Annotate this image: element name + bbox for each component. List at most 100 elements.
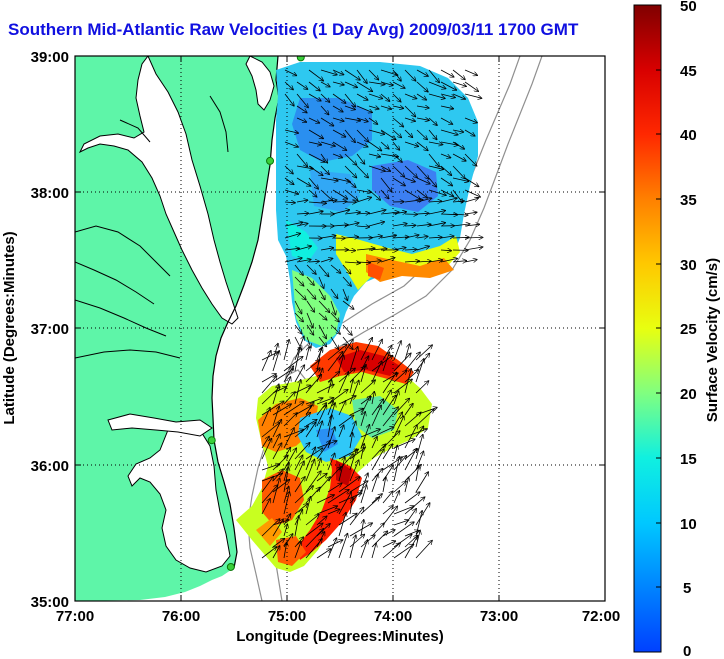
velocity-vector [316,398,334,405]
velocity-vector [344,69,360,80]
velocity-vectors [261,69,483,559]
velocity-vector [284,258,302,263]
velocity-vector [320,69,337,75]
velocity-vector [296,153,307,166]
velocity-vector [305,529,323,548]
velocity-vector [440,81,456,90]
velocity-vector [356,81,372,91]
velocity-vector [296,105,307,113]
velocity-vector [404,235,419,239]
velocity-vector [404,200,423,202]
velocity-vector [416,213,429,214]
velocity-vector [464,129,475,136]
velocity-vector [440,117,452,124]
velocity-vector [392,165,404,177]
velocity-vector [415,541,432,559]
velocity-vector [308,117,319,123]
velocity-vector [344,262,360,263]
velocity-vector [284,129,298,133]
velocity-vector [393,412,402,427]
velocity-vector [380,129,396,139]
x-tick-label: 77:00 [56,608,94,625]
velocity-vector [416,261,431,262]
velocity-vector [344,81,357,87]
velocity-vector [440,141,458,145]
velocity-vector [272,443,282,460]
velocity-vector [296,200,308,202]
velocity-vector [356,117,368,122]
velocity-vector [392,212,406,214]
velocity-vector [464,177,479,187]
velocity-vector [404,477,409,493]
velocity-vector [308,165,323,175]
velocity-vector [464,153,477,166]
velocity-vector [415,345,432,361]
velocity-vector [294,455,303,471]
velocity-vector [452,130,463,132]
velocity-vector [392,248,406,250]
velocity-vector [320,105,329,115]
y-tick-label: 37:00 [31,321,69,338]
velocity-vector [305,471,321,493]
velocity-vector [316,421,322,438]
velocity-vector [368,249,387,250]
colorbar-tick-label: 40 [680,127,697,144]
colorbar-tick-label: 10 [680,516,697,533]
velocity-vector [452,165,465,179]
velocity-vector [392,224,407,226]
velocity-vector [415,466,419,482]
velocity-vector [404,449,416,471]
velocity-vector [327,538,337,559]
velocity-vector [284,234,300,239]
colorbar-tick-label: 15 [680,451,697,468]
velocity-vector [308,129,323,139]
velocity-vector [330,312,339,322]
velocity-vector [316,474,327,482]
velocity-vector [428,177,436,187]
velocity-vector [272,384,279,405]
velocity-vector [415,359,424,383]
rivers [75,95,229,359]
velocity-vector [360,365,366,383]
velocity-vector [272,519,283,537]
velocity-vector [360,380,375,394]
velocity-vector [349,381,359,405]
velocity-vector [308,153,325,162]
velocity-vector [404,261,419,262]
velocity-vector [416,93,426,100]
x-tick-label: 75:00 [268,608,306,625]
velocity-vector [368,82,385,85]
velocity-vector [284,141,298,147]
velocity-vector [404,93,417,99]
velocity-vector [327,453,335,471]
velocity-vector [440,259,457,263]
velocity-vector [342,264,351,274]
velocity-vector [272,406,279,427]
velocity-vector [452,224,470,226]
velocity-vector [382,395,396,416]
velocity-vector [404,129,413,137]
velocity-vector [368,93,382,99]
velocity-vector [338,492,351,515]
velocity-vector [393,341,401,361]
velocity-vector [440,236,454,238]
velocity-vector [283,492,289,515]
velocity-vector [294,542,301,559]
velocity-vector [356,153,365,164]
velocity-vector [360,444,364,460]
velocity-vector [318,300,330,312]
x-tick-labels: 77:00 76:00 75:00 74:00 73:00 72:00 [56,608,620,625]
velocity-vector [371,543,376,559]
velocity-vector [349,507,364,526]
grid-lines [75,56,605,601]
velocity-vector [452,177,468,181]
velocity-vector [360,338,372,361]
velocity-vector [372,392,374,405]
velocity-vector [306,324,314,335]
velocity-vector [464,189,480,197]
velocity-vector [342,288,348,300]
velocity-vector [296,93,308,108]
velocity-vector [368,141,381,151]
velocity-vector [284,93,294,106]
velocity-vector [380,235,396,239]
